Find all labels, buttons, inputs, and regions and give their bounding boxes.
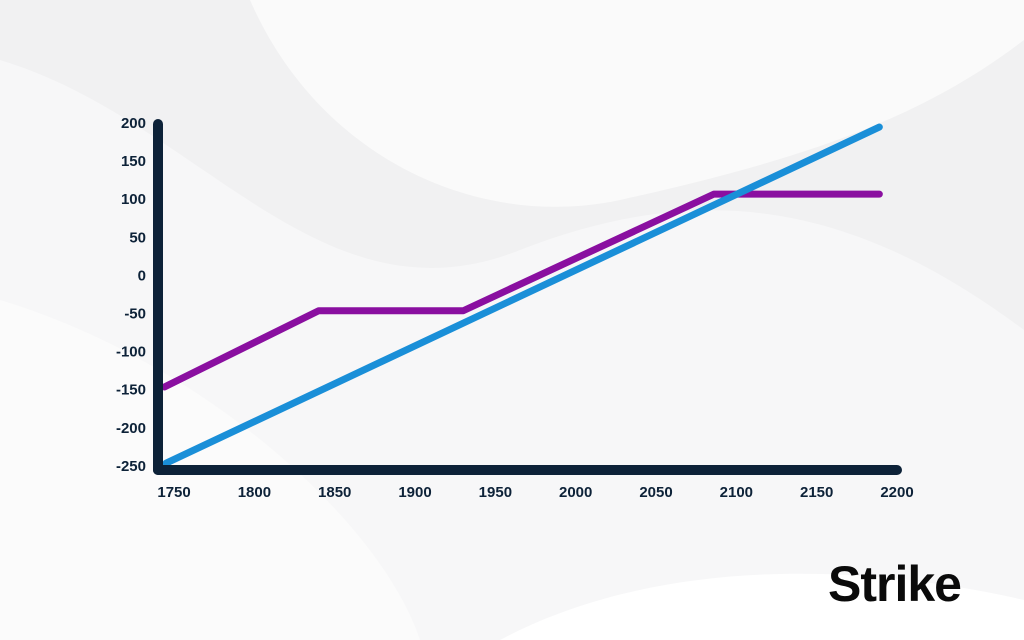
y-tick-label: -100 <box>116 344 146 361</box>
y-tick-label: 150 <box>121 153 146 170</box>
x-tick-label: 2000 <box>559 484 592 501</box>
logo: Strike <box>828 556 961 612</box>
swoosh <box>500 573 1024 640</box>
series-line <box>162 123 883 467</box>
y-tick-label: -250 <box>116 458 146 475</box>
x-tick-label: 1850 <box>318 484 351 501</box>
series-line <box>160 190 883 391</box>
y-tick-label: 0 <box>138 267 146 284</box>
x-tick-label: 2050 <box>639 484 672 501</box>
y-tick-label: 50 <box>129 229 146 246</box>
y-tick-label: 200 <box>121 115 146 132</box>
x-tick-label: 2100 <box>720 484 753 501</box>
y-tick-label: -200 <box>116 420 146 437</box>
plot <box>160 123 883 467</box>
x-tick-label: 1900 <box>398 484 431 501</box>
x-tick-label: 2150 <box>800 484 833 501</box>
y-tick-label: 100 <box>121 191 146 208</box>
swoosh <box>250 0 1024 207</box>
x-tick-label: 1750 <box>157 484 190 501</box>
x-tick-label: 1950 <box>479 484 512 501</box>
x-tick-label: 2200 <box>880 484 913 501</box>
y-tick-label: -150 <box>116 382 146 399</box>
x-tick-label: 1800 <box>238 484 271 501</box>
y-tick-label: -50 <box>124 306 146 323</box>
